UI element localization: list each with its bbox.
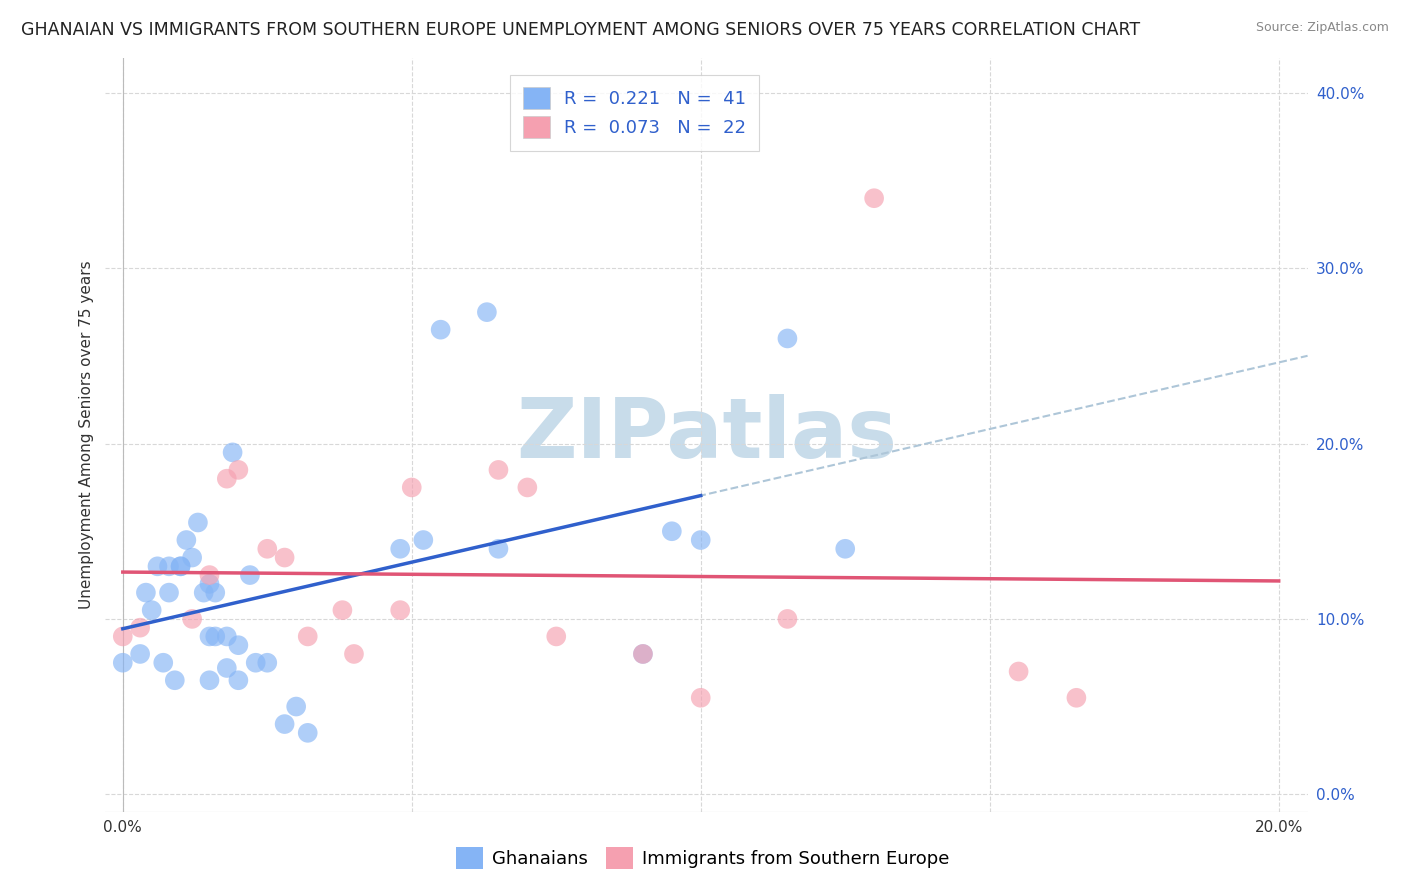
Point (228, 463, 250, 477)
Point (204, 629, 226, 643)
Point (1007, 665, 1029, 679)
Point (215, 661, 238, 675)
Point (834, 541, 856, 556)
Point (187, 516, 209, 530)
Point (228, 638, 250, 652)
Point (661, 524, 683, 539)
Point (516, 480, 538, 494)
Point (412, 533, 434, 547)
Point (285, 699, 308, 714)
Point (297, 629, 319, 643)
Point (111, 656, 134, 670)
Point (389, 541, 412, 556)
Point (198, 577, 221, 591)
Point (215, 472, 238, 486)
Point (198, 629, 221, 643)
Point (146, 559, 169, 574)
Point (163, 673, 186, 688)
Point (297, 726, 319, 740)
Point (546, 629, 568, 643)
Point (475, 305, 498, 319)
Point (488, 541, 510, 556)
Point (273, 550, 295, 565)
Point (157, 585, 180, 599)
Point (215, 629, 238, 643)
Point (198, 568, 221, 582)
Point (343, 647, 366, 661)
Point (488, 463, 510, 477)
Point (176, 533, 198, 547)
Point (129, 647, 152, 661)
Text: GHANAIAN VS IMMIGRANTS FROM SOUTHERN EUROPE UNEMPLOYMENT AMONG SENIORS OVER 75 Y: GHANAIAN VS IMMIGRANTS FROM SOUTHERN EUR… (21, 21, 1140, 38)
Point (111, 629, 134, 643)
Point (389, 603, 412, 617)
Point (181, 612, 204, 626)
Point (181, 550, 204, 565)
Point (256, 656, 278, 670)
Point (135, 585, 157, 599)
Point (631, 647, 654, 661)
Point (157, 559, 180, 574)
Point (245, 656, 267, 670)
Point (863, 191, 886, 205)
Point (401, 480, 423, 494)
Point (1066, 690, 1088, 705)
Point (141, 603, 163, 617)
Point (228, 673, 250, 688)
Point (689, 690, 711, 705)
Y-axis label: Unemployment Among Seniors over 75 years: Unemployment Among Seniors over 75 years (79, 260, 94, 609)
Point (129, 621, 152, 635)
Text: Source: ZipAtlas.com: Source: ZipAtlas.com (1256, 21, 1389, 34)
Point (221, 445, 243, 459)
Point (204, 585, 226, 599)
Text: ZIPatlas: ZIPatlas (516, 394, 897, 475)
Point (239, 568, 262, 582)
Point (169, 559, 191, 574)
Legend: R =  0.221   N =  41, R =  0.073   N =  22: R = 0.221 N = 41, R = 0.073 N = 22 (510, 75, 759, 151)
Point (256, 541, 278, 556)
Point (689, 533, 711, 547)
Legend: Ghanaians, Immigrants from Southern Europe: Ghanaians, Immigrants from Southern Euro… (447, 838, 959, 879)
Point (332, 603, 354, 617)
Point (429, 323, 451, 337)
Point (776, 612, 799, 626)
Point (273, 717, 295, 731)
Point (631, 647, 654, 661)
Point (198, 673, 221, 688)
Point (776, 331, 799, 345)
Point (152, 656, 174, 670)
Point (169, 559, 191, 574)
Point (193, 585, 215, 599)
